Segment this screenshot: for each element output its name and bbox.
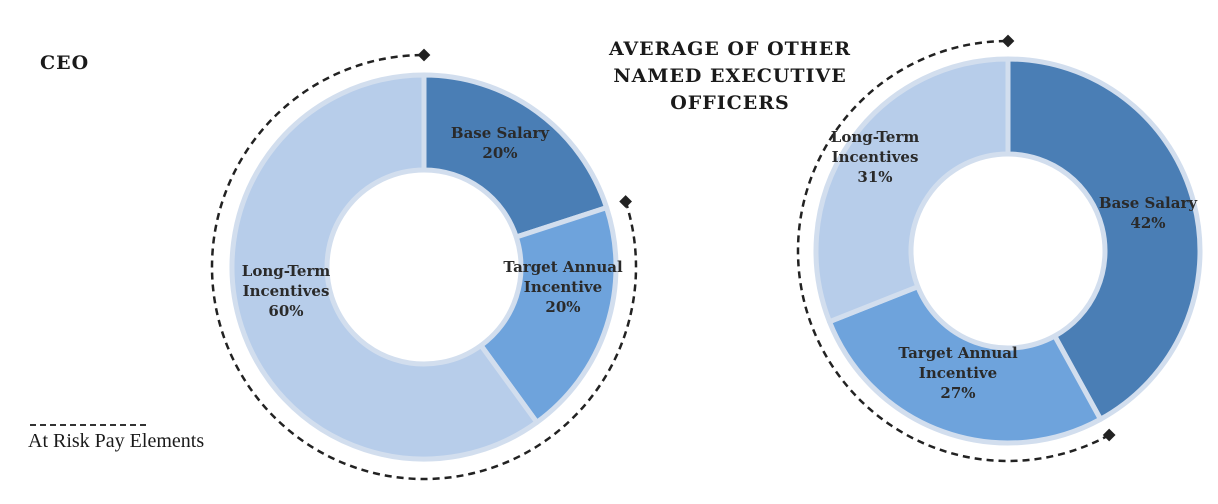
slice-label-base-salary: Base Salary 20%: [451, 124, 550, 162]
slice-label-line: Long-Term: [831, 128, 920, 146]
neo-chart-title: AVERAGE OF OTHER NAMED EXECUTIVE OFFICER…: [560, 36, 900, 117]
at-risk-arc: [210, 53, 638, 481]
slice-label-line: Incentive: [919, 364, 997, 382]
slice-label-line: Base Salary: [451, 124, 550, 142]
at-risk-arc-end-marker: [417, 48, 431, 62]
slice-target-annual-incentive: [478, 205, 619, 425]
slice-label-line: Incentive: [524, 278, 602, 296]
donut-chart-neo: Base Salary 42% Target Annual Incentive 27% L…: [796, 34, 1203, 463]
slice-label-long-term-incentives: Long-Term Incentives 60%: [242, 262, 331, 320]
slice-label-line: Incentives: [243, 282, 330, 300]
slice-long-term-incentives: [229, 72, 540, 462]
slice-label-line: 20%: [545, 298, 580, 316]
slice-base-salary: [421, 72, 610, 240]
ceo-chart-title: CEO: [40, 52, 90, 74]
slice-label-line: Incentives: [832, 148, 919, 166]
slice-label-target-annual-incentive: Target Annual Incentive 27%: [898, 344, 1018, 402]
slice-long-term-incentives: [813, 56, 1011, 325]
slice-label-line: 27%: [940, 384, 975, 402]
donut-chart-ceo: Base Salary 20% Target Annual Incentive 20% L…: [210, 48, 638, 481]
slice-label-target-annual-incentive: Target Annual Incentive 20%: [503, 258, 623, 316]
neo-title-line-2: NAMED EXECUTIVE: [613, 65, 847, 87]
slice-label-base-salary: Base Salary 42%: [1099, 194, 1198, 232]
legend-dashed-line: [30, 424, 146, 426]
slice-label-line: 20%: [482, 144, 517, 162]
neo-title-line-3: OFFICERS: [670, 92, 790, 114]
slice-base-salary: [1005, 56, 1203, 422]
neo-title-line-1: AVERAGE OF OTHER: [608, 38, 851, 60]
at-risk-arc-end-marker: [1001, 34, 1015, 48]
at-risk-arc-start-marker: [619, 195, 632, 208]
at-risk-arc-start-marker: [1102, 428, 1116, 442]
slice-label-line: 60%: [268, 302, 303, 320]
slice-label-line: Base Salary: [1099, 194, 1198, 212]
legend-label: At Risk Pay Elements: [28, 430, 205, 452]
slice-label-line: 42%: [1130, 214, 1165, 232]
slice-label-line: 31%: [857, 168, 892, 186]
slice-label-line: Target Annual: [503, 258, 623, 276]
slice-label-line: Long-Term: [242, 262, 331, 280]
slice-label-line: Target Annual: [898, 344, 1018, 362]
slice-target-annual-incentive: [826, 284, 1103, 446]
slice-label-long-term-incentives: Long-Term Incentives 31%: [831, 128, 920, 186]
